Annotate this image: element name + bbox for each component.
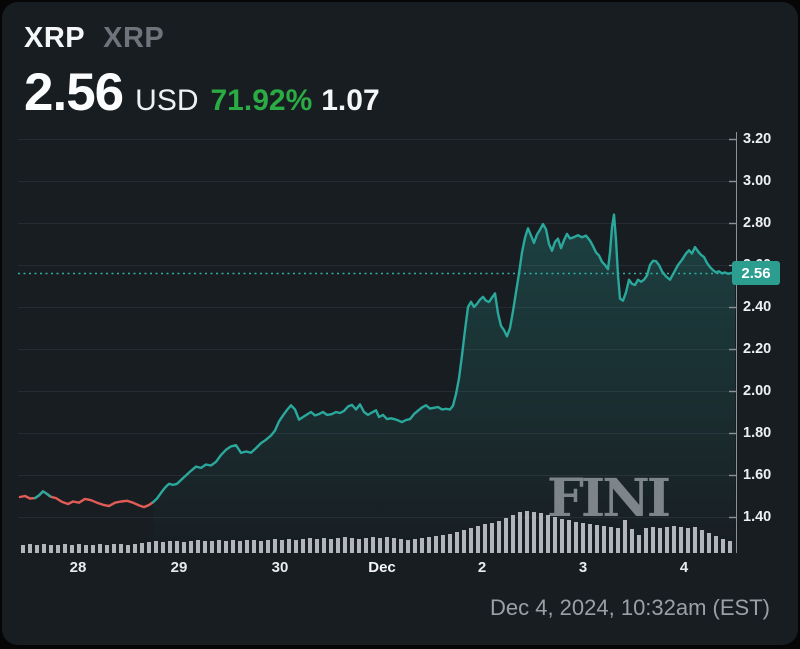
y-axis-label: 3.00 — [743, 173, 772, 189]
current-price: 2.56 — [24, 63, 124, 122]
area-fill — [153, 214, 735, 553]
x-axis-label: 4 — [679, 559, 689, 576]
x-axis-label: 29 — [170, 559, 188, 576]
price-up-segment — [151, 213, 737, 504]
x-axis-label: 2 — [477, 559, 487, 576]
current-price-badge: 2.56 — [732, 261, 780, 285]
y-axis-label: 2.20 — [743, 341, 772, 357]
price-up-blip — [33, 490, 52, 500]
x-axis-label: 3 — [578, 559, 588, 576]
y-axis-label: 1.40 — [743, 509, 772, 525]
ticker-row: XRP XRP — [24, 24, 380, 53]
x-axis-label: 28 — [69, 559, 87, 576]
y-axis-label: 1.80 — [743, 425, 772, 441]
price-row: 2.56 USD 71.92% 1.07 — [24, 66, 380, 119]
chart-header: XRP XRP 2.56 USD 71.92% 1.07 — [24, 24, 380, 120]
y-axis-label: 3.20 — [743, 131, 772, 147]
watermark-logo: FINI — [547, 468, 669, 529]
y-axis-label: 2.80 — [743, 215, 772, 231]
change-percent: 71.92% — [210, 84, 313, 117]
change-absolute: 1.07 — [321, 84, 380, 117]
chart-timestamp: Dec 4, 2024, 10:32am (EST) — [489, 595, 770, 620]
ticker-symbol-secondary: XRP — [103, 22, 165, 54]
x-axis-label: Dec — [368, 559, 396, 576]
y-axis-label: 2.00 — [743, 383, 772, 399]
x-axis-label: 30 — [271, 559, 289, 576]
y-axis-label: 2.40 — [743, 299, 772, 315]
y-axis-label: 1.60 — [743, 467, 772, 483]
currency-label: USD — [135, 84, 199, 117]
volume-bars — [21, 511, 732, 553]
ticker-symbol: XRP — [24, 22, 86, 54]
